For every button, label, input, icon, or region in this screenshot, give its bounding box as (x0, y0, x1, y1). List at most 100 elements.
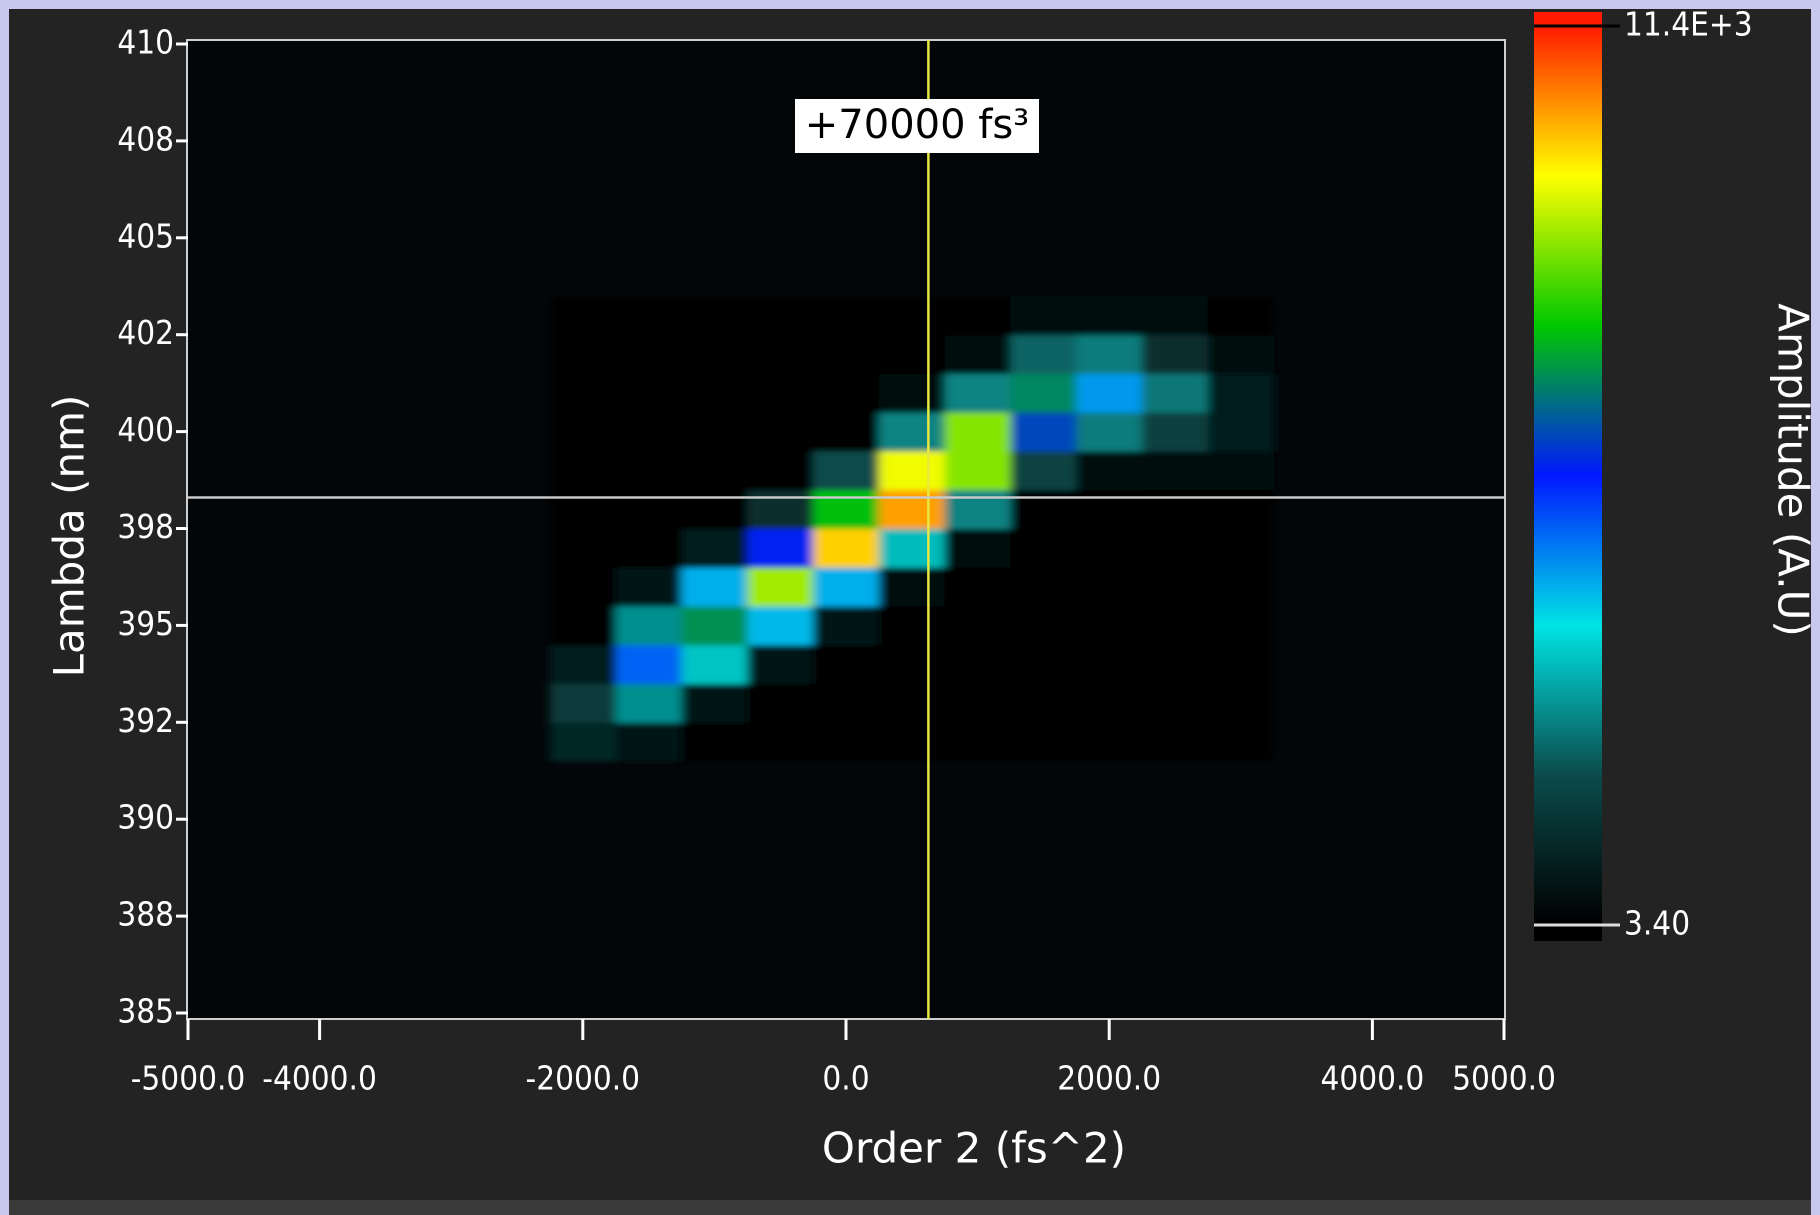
colorbar-bottom (1534, 925, 1602, 941)
heat-cell (615, 450, 682, 491)
heat-cell (1142, 606, 1209, 646)
heat-cell (747, 295, 814, 336)
heat-cell (615, 295, 682, 336)
heat-cell (1076, 567, 1143, 607)
heat-cell (1207, 450, 1275, 491)
heat-cell (681, 373, 748, 413)
status-strip (9, 1200, 1811, 1215)
heat-cell (878, 644, 946, 685)
heat-cell (1142, 373, 1209, 413)
y-tick-label: 398 (117, 507, 174, 546)
heat-cell (615, 644, 682, 685)
heat-cell (1207, 334, 1275, 374)
heat-cell (1010, 489, 1077, 529)
heat-cell (944, 722, 1011, 762)
heat-cell (878, 450, 946, 491)
heat-cell (1076, 489, 1143, 529)
heat-cell (1076, 683, 1143, 723)
y-tick-label: 395 (117, 604, 174, 643)
y-tick-label: 402 (117, 313, 174, 352)
colorbar (1534, 26, 1602, 925)
heat-cell (1076, 606, 1143, 646)
heat-cell (813, 412, 880, 452)
heat-cell (1010, 567, 1077, 607)
heat-cell (747, 683, 814, 723)
heat-cell (1142, 567, 1209, 607)
heat-cell (1076, 334, 1143, 374)
heat-cell (1207, 489, 1275, 529)
heat-cell (1207, 683, 1275, 723)
heat-cell (681, 683, 748, 723)
heat-cell (944, 606, 1011, 646)
heat-cell (878, 373, 946, 413)
heat-cell (681, 412, 748, 452)
heat-cell (878, 722, 946, 762)
x-tick-label: -5000.0 (131, 1059, 246, 1098)
heat-cell (813, 373, 880, 413)
heat-cell (615, 722, 682, 762)
annotation-box (795, 99, 1039, 153)
y-tick-label: 408 (117, 119, 174, 158)
heat-cell (1010, 722, 1077, 762)
heat-cell (1142, 334, 1209, 374)
heat-cell (681, 528, 748, 568)
heat-cell (1142, 450, 1209, 491)
heat-cell (1142, 722, 1209, 762)
heat-cell (813, 528, 880, 568)
heat-cell (813, 722, 880, 762)
heat-cell (944, 644, 1011, 685)
heat-cell (1010, 334, 1077, 374)
heat-cell (681, 606, 748, 646)
heat-cell (813, 334, 880, 374)
x-tick-label: 0.0 (822, 1059, 869, 1098)
heat-cell (813, 489, 880, 529)
heat-cell (681, 450, 748, 491)
heat-cell (681, 644, 748, 685)
heat-cell (1142, 295, 1209, 336)
colorbar-tick-label: 11.4E+3 (1624, 5, 1753, 44)
heat-cell (549, 489, 617, 529)
heat-cell (1142, 644, 1209, 685)
heat-cell (747, 722, 814, 762)
heat-cell (549, 567, 617, 607)
heat-cell (549, 644, 617, 685)
heat-cell (1142, 683, 1209, 723)
heat-cell (1010, 373, 1077, 413)
heat-cell (878, 295, 946, 336)
heat-cell (549, 412, 617, 452)
heat-cell (1010, 295, 1077, 336)
heat-cell (813, 606, 880, 646)
y-tick-label: 410 (117, 23, 174, 62)
heat-cell (944, 489, 1011, 529)
heat-cell (944, 373, 1011, 413)
heat-cell (549, 334, 617, 374)
heat-cell (1076, 644, 1143, 685)
heat-cell (1010, 450, 1077, 491)
heat-cell (549, 528, 617, 568)
heat-cell (681, 567, 748, 607)
heat-cell (615, 683, 682, 723)
heat-cell (1076, 412, 1143, 452)
heat-cell (1142, 528, 1209, 568)
y-tick-label: 385 (117, 992, 174, 1031)
heat-cell (747, 489, 814, 529)
heat-cell (944, 412, 1011, 452)
heat-cell (944, 450, 1011, 491)
heat-cell (681, 489, 748, 529)
heat-cell (1207, 528, 1275, 568)
heat-cell (615, 334, 682, 374)
heat-cell (747, 334, 814, 374)
heat-cell (549, 722, 617, 762)
heat-cell (813, 567, 880, 607)
y-tick-label: 388 (117, 895, 174, 934)
heat-cell (747, 450, 814, 491)
colorbar-title: Amplitude (A.U) (1769, 303, 1818, 636)
heat-cell (681, 722, 748, 762)
colorbar-top (1534, 12, 1602, 26)
heat-cell (1076, 722, 1143, 762)
heat-cell (944, 334, 1011, 374)
heat-cell (747, 567, 814, 607)
y-tick-label: 405 (117, 216, 174, 255)
heat-cell (878, 683, 946, 723)
